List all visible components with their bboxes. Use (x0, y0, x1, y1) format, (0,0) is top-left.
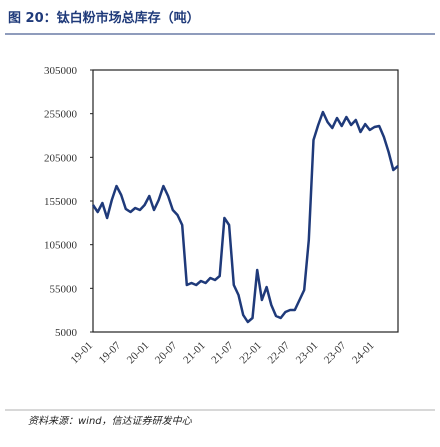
source: 资料来源：wind，信达证券研发中心 (28, 415, 193, 427)
x-tick-label: 23-07 (322, 339, 349, 366)
y-tick-label: 155000 (44, 196, 78, 208)
y-tick-label: 255000 (44, 109, 78, 121)
x-tick-label: 21-07 (209, 339, 236, 366)
chart-title: 图 20：钛白粉市场总库存（吨） (8, 10, 200, 26)
y-tick-label: 205000 (44, 152, 78, 164)
x-tick-label: 20-07 (153, 339, 180, 366)
y-tick-label: 55000 (50, 283, 78, 295)
data-line (91, 110, 399, 324)
x-tick-label: 21-01 (181, 340, 208, 367)
y-tick-label: 105000 (44, 240, 78, 252)
x-tick-label: 19-07 (97, 339, 124, 366)
x-tick-label: 19-01 (68, 340, 95, 367)
y-tick-label: 305000 (44, 65, 78, 77)
x-tick-label: 22-01 (237, 340, 264, 367)
x-tick-label: 24-01 (350, 340, 377, 367)
x-tick-label: 22-07 (266, 339, 293, 366)
x-tick-label: 20-01 (125, 340, 152, 367)
x-tick-label: 23-01 (294, 340, 321, 367)
y-tick-label: 5000 (55, 327, 78, 339)
plot-frame (92, 69, 399, 333)
